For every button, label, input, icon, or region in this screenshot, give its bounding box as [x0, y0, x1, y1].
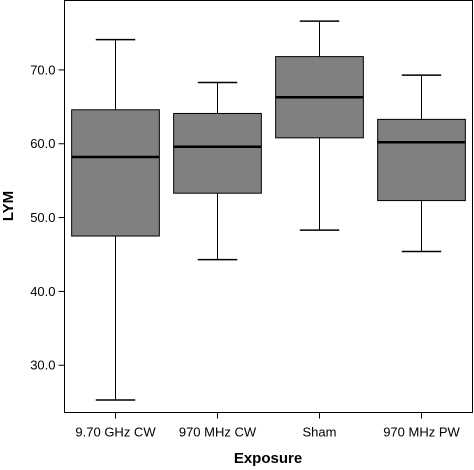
- x-tick-label: 970 MHz CW: [179, 425, 257, 440]
- x-tick-label: 9.70 GHz CW: [75, 425, 156, 440]
- x-axis-title: Exposure: [234, 450, 302, 467]
- y-tick-label: 50.0: [30, 210, 55, 225]
- y-tick-label: 30.0: [30, 358, 55, 373]
- y-tick-label: 70.0: [30, 62, 55, 77]
- box-1: [71, 38, 160, 401]
- box-3: [275, 20, 364, 231]
- y-axis: 30.0 40.0 50.0 60.0 70.0: [30, 62, 65, 373]
- box-4: [377, 74, 466, 253]
- box-2: [173, 81, 262, 261]
- y-axis-title: LYM: [0, 191, 17, 221]
- boxes: [71, 20, 466, 401]
- iqr-box: [173, 112, 262, 194]
- x-tick-label: 970 MHz PW: [383, 425, 460, 440]
- plot-area-frame: [64, 0, 473, 413]
- x-tick-label: Sham: [303, 425, 337, 440]
- iqr-box: [71, 109, 160, 237]
- y-tick-label: 60.0: [30, 136, 55, 151]
- x-axis: 9.70 GHz CW 970 MHz CW Sham 970 MHz PW: [75, 412, 461, 440]
- iqr-box: [377, 118, 466, 202]
- y-tick-label: 40.0: [30, 284, 55, 299]
